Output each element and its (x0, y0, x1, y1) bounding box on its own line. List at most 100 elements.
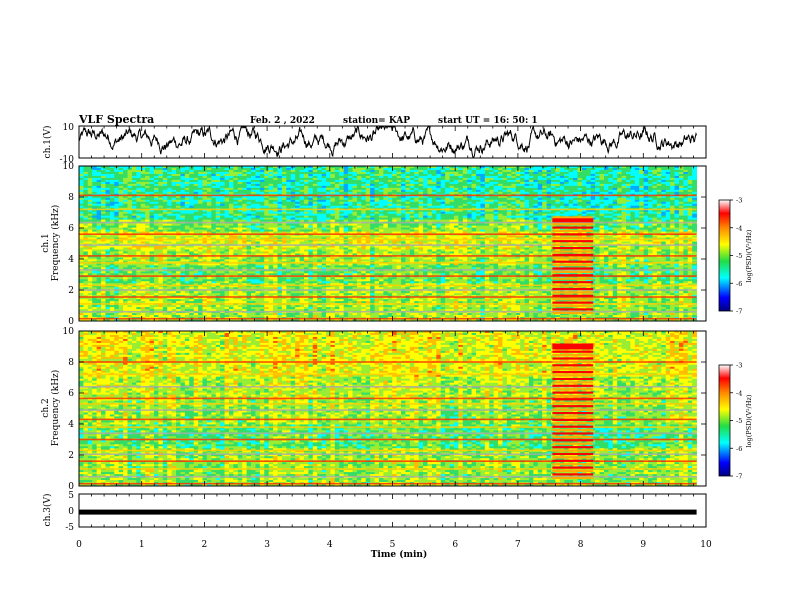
spectrogram-cell (83, 297, 89, 300)
spectrogram-cell (189, 189, 195, 193)
spectrogram-cell (202, 209, 208, 213)
spectrogram-cell (184, 227, 190, 230)
spectrogram-cell (136, 197, 142, 201)
spectrogram-cell (167, 227, 173, 230)
spectrogram-cell (176, 279, 181, 282)
spectrogram-cell (109, 297, 115, 300)
spectrogram-cell (211, 271, 217, 274)
spectrogram-cell (87, 293, 93, 296)
spectrogram-cell (140, 209, 146, 213)
spectrogram-cell (96, 257, 102, 260)
spectrogram-cell (184, 271, 190, 274)
spectrogram-cell (171, 245, 177, 248)
spectrogram-cell (184, 237, 190, 240)
spectrogram-cell (92, 225, 98, 229)
spectrogram-cell (158, 319, 164, 322)
spectrogram-cell (131, 223, 137, 227)
spectrogram-cell (211, 239, 217, 242)
spectrogram-cell (131, 287, 137, 290)
spectrogram-cell (109, 283, 115, 286)
spectrogram-cell (180, 173, 186, 177)
spectrogram-cell (145, 167, 150, 171)
spectrogram-cell (145, 241, 150, 244)
spectrogram-cell (202, 173, 208, 177)
spectrogram-cell (198, 247, 203, 250)
spectrogram-cell (162, 225, 168, 229)
spectrogram-cell (87, 183, 93, 187)
spectrogram-cell (114, 195, 120, 199)
spectrogram-cell (189, 197, 195, 201)
spectrogram-cell (87, 319, 93, 322)
spectrogram-cell (87, 259, 93, 262)
spectrogram-cell (96, 315, 102, 318)
spectrogram-cell (153, 287, 159, 290)
spectrogram-cell (79, 307, 84, 310)
spectrogram-cell (171, 227, 177, 230)
spectrogram-cell (171, 273, 177, 276)
spectrogram-cell (96, 239, 102, 242)
spectrogram-cell (158, 287, 164, 290)
spectrogram-cell (202, 195, 208, 199)
spectrogram-cell (184, 217, 190, 221)
spectrogram-cell (92, 279, 98, 282)
spectrogram-cell (123, 219, 128, 223)
spectrogram-cell (105, 167, 111, 171)
spectrogram-cell (105, 307, 111, 310)
spectrogram-cell (109, 301, 115, 304)
spectrogram-cell (189, 211, 195, 215)
spectrogram-cell (136, 277, 142, 280)
spectrogram-cell (87, 219, 93, 223)
spectrogram-cell (83, 291, 89, 294)
spectrogram-cell (136, 253, 142, 256)
spectrogram-cell (145, 199, 150, 203)
spectrogram-cell (198, 309, 203, 312)
spectrogram-cell (145, 281, 150, 284)
spectrogram-cell (176, 213, 181, 217)
spectrogram-cell (162, 279, 168, 282)
spectrogram-cell (127, 315, 133, 318)
spectrogram-cell (87, 239, 93, 242)
spectrogram-cell (202, 203, 208, 207)
spectrogram-cell (105, 213, 111, 217)
spectrogram-cell (101, 199, 106, 203)
spectrogram-cell (171, 287, 177, 290)
spectrogram-cell (153, 235, 159, 238)
spectrogram-cell (118, 183, 124, 187)
spectrogram-cell (206, 263, 212, 266)
spectrogram-cell (105, 271, 111, 274)
spectrogram-cell (140, 285, 146, 288)
spectrogram-cell (189, 213, 195, 217)
spectrogram-cell (202, 237, 208, 240)
spectrogram-cell (140, 219, 146, 223)
spectrogram-cell (131, 299, 137, 302)
spectrogram-cell (171, 199, 177, 203)
spectrogram-cell (127, 217, 133, 221)
spectrogram-cell (140, 297, 146, 300)
spectrogram-cell (109, 166, 115, 169)
spectrogram-cell (149, 209, 155, 213)
spectrogram-cell (109, 167, 115, 171)
spectrogram-cell (101, 259, 106, 262)
spectrogram-cell (193, 263, 199, 266)
spectrogram-cell (96, 211, 102, 215)
spectrogram-cell (211, 166, 217, 169)
spectrogram-cell (136, 249, 142, 252)
spectrogram-cell (118, 167, 124, 171)
spectrogram-cell (149, 297, 155, 300)
spectrogram-cell (149, 263, 155, 266)
spectrogram-cell (180, 291, 186, 294)
spectrogram-cell (96, 287, 102, 290)
spectrogram-cell (158, 301, 164, 304)
spectrogram-cell (171, 259, 177, 262)
spectrogram-cell (162, 209, 168, 213)
spectrogram-cell (92, 181, 98, 185)
spectrogram-cell (118, 211, 124, 215)
spectrogram-cell (202, 291, 208, 294)
spectrogram-cell (145, 283, 150, 286)
spectrogram-cell (79, 293, 84, 296)
spectrogram-cell (114, 173, 120, 177)
spectrogram-cell (198, 169, 203, 173)
spectrogram-cell (114, 199, 120, 203)
spectrogram-cell (118, 227, 124, 230)
spectrogram-cell (79, 313, 84, 316)
